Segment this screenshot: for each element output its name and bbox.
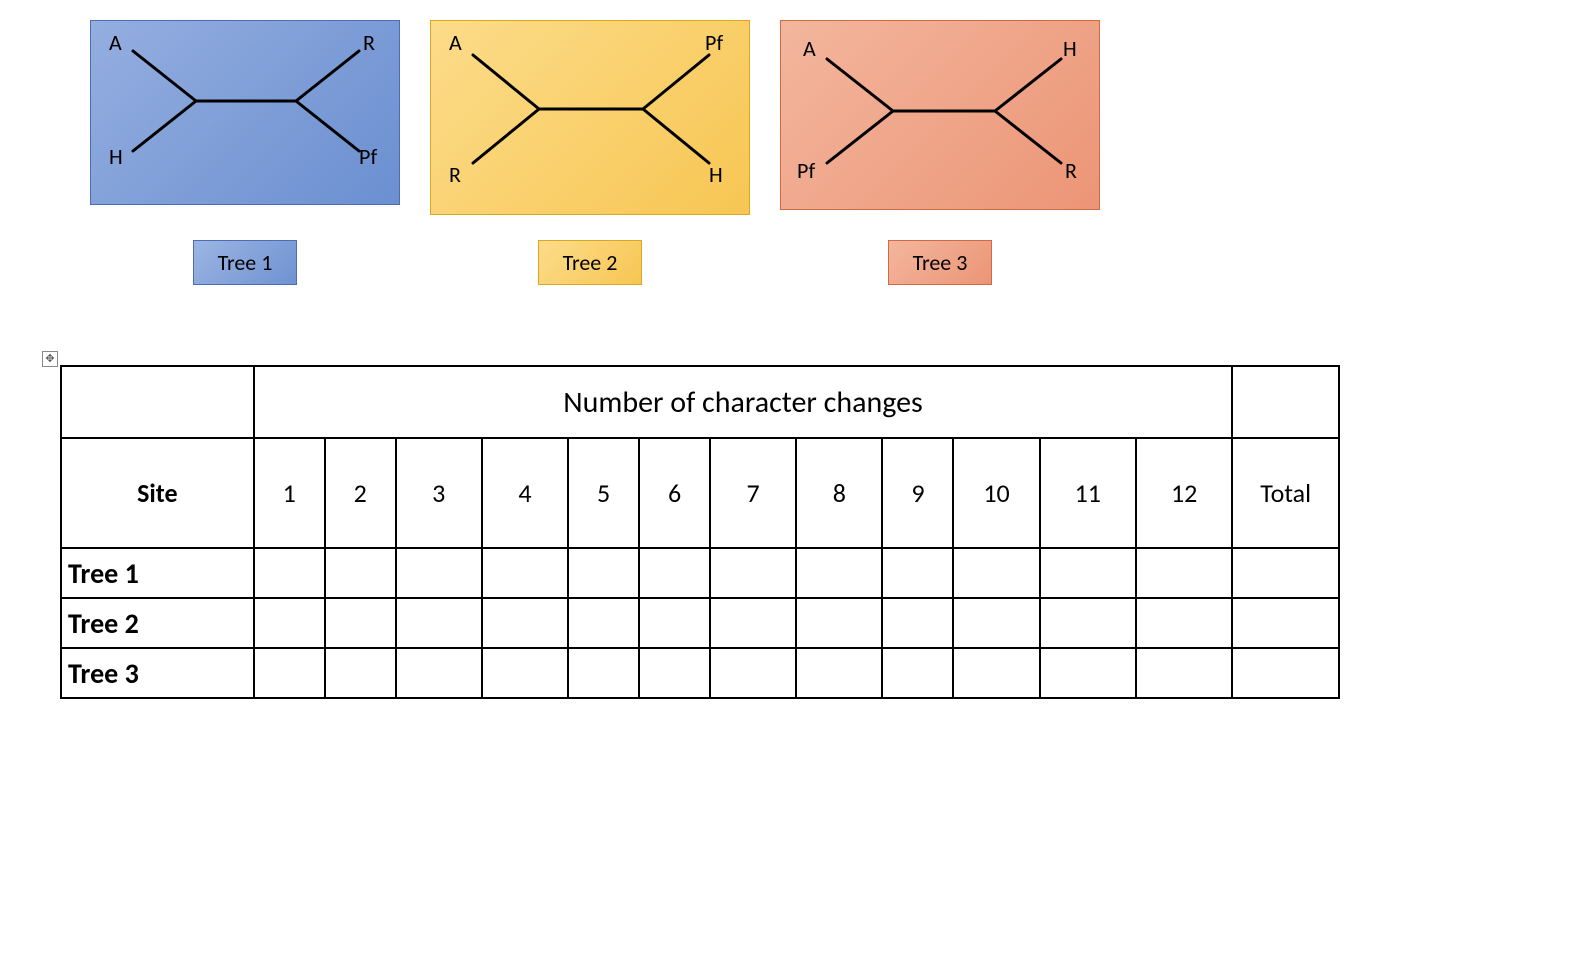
cell: [1136, 598, 1232, 648]
column-header-10: 10: [953, 438, 1039, 548]
tree-diagram-2: [431, 21, 751, 216]
taxon-label: A: [449, 29, 462, 56]
column-header-7: 7: [710, 438, 796, 548]
cell: [482, 548, 568, 598]
cell: [796, 598, 882, 648]
cell: [396, 648, 482, 698]
cell: [254, 548, 325, 598]
row-label-tree-3: Tree 3: [61, 648, 254, 698]
table-header-title: Number of character changes: [254, 366, 1233, 438]
cell: [568, 548, 639, 598]
cell: [953, 648, 1039, 698]
cell: [325, 548, 396, 598]
column-header-4: 4: [482, 438, 568, 548]
cell: [1040, 648, 1136, 698]
row-total: [1232, 548, 1339, 598]
site-header: Site: [61, 438, 254, 548]
column-header-5: 5: [568, 438, 639, 548]
tree-diagram-3: [781, 21, 1101, 211]
taxon-label: A: [109, 29, 122, 56]
column-header-9: 9: [882, 438, 953, 548]
cell: [482, 648, 568, 698]
cell: [568, 648, 639, 698]
tree-label-2: Tree 2: [538, 240, 643, 285]
trees-row: A R H Pf A Pf R H A H Pf R: [90, 20, 1576, 215]
cell: [882, 548, 953, 598]
column-header-8: 8: [796, 438, 882, 548]
column-header-2: 2: [325, 438, 396, 548]
cell: [953, 598, 1039, 648]
cell: [396, 548, 482, 598]
cell: [639, 548, 710, 598]
cell: [325, 598, 396, 648]
column-header-6: 6: [639, 438, 710, 548]
cell: [882, 598, 953, 648]
taxon-label: R: [1065, 157, 1077, 184]
table-move-handle-icon[interactable]: ✥: [42, 351, 58, 367]
total-header: Total: [1232, 438, 1339, 548]
cell: [254, 648, 325, 698]
tree-panel-1: A R H Pf: [90, 20, 400, 205]
taxon-label: H: [1063, 35, 1077, 62]
cell: [710, 648, 796, 698]
table-header-total-blank: [1232, 366, 1339, 438]
cell: [1040, 598, 1136, 648]
cell: [796, 648, 882, 698]
cell: [568, 598, 639, 648]
tree-diagram-1: [91, 21, 401, 206]
cell: [953, 548, 1039, 598]
row-label-tree-2: Tree 2: [61, 598, 254, 648]
taxon-label: Pf: [705, 29, 723, 56]
cell: [796, 548, 882, 598]
taxon-label: H: [109, 143, 123, 170]
column-header-1: 1: [254, 438, 325, 548]
taxon-label: R: [449, 161, 461, 188]
cell: [1040, 548, 1136, 598]
cell: [710, 598, 796, 648]
cell: [254, 598, 325, 648]
column-header-11: 11: [1040, 438, 1136, 548]
cell: [482, 598, 568, 648]
cell: [396, 598, 482, 648]
taxon-label: A: [803, 35, 816, 62]
cell: [325, 648, 396, 698]
taxon-label: R: [363, 29, 375, 56]
row-label-tree-1: Tree 1: [61, 548, 254, 598]
tree-panel-3: A H Pf R: [780, 20, 1100, 210]
taxon-label: Pf: [359, 143, 377, 170]
tree-panel-2: A Pf R H: [430, 20, 750, 215]
character-changes-table: Number of character changesSite123456789…: [60, 365, 1340, 699]
taxon-label: H: [709, 161, 723, 188]
tree-label-1: Tree 1: [193, 240, 298, 285]
cell: [710, 548, 796, 598]
tree-label-3: Tree 3: [888, 240, 993, 285]
cell: [1136, 648, 1232, 698]
cell: [639, 648, 710, 698]
column-header-3: 3: [396, 438, 482, 548]
cell: [1136, 548, 1232, 598]
table-container: ✥ Number of character changesSite1234567…: [60, 365, 1340, 699]
column-header-12: 12: [1136, 438, 1232, 548]
row-total: [1232, 598, 1339, 648]
cell: [882, 648, 953, 698]
row-total: [1232, 648, 1339, 698]
taxon-label: Pf: [797, 157, 815, 184]
table-corner-cell: [61, 366, 254, 438]
cell: [639, 598, 710, 648]
tree-labels-row: Tree 1 Tree 2 Tree 3: [90, 240, 1576, 285]
